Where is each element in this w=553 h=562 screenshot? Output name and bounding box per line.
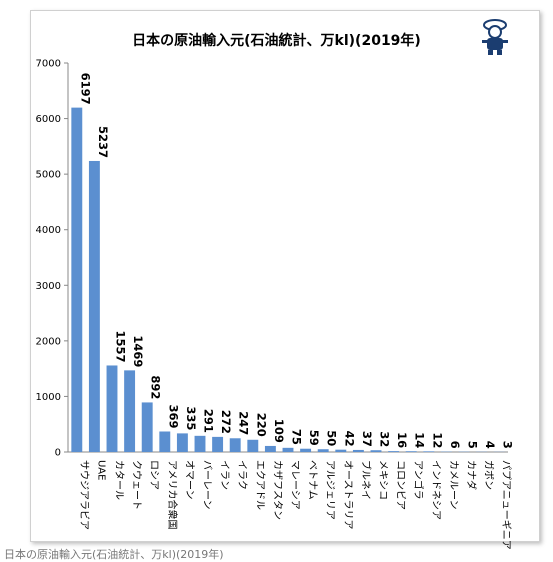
bar-value-label: 3 (501, 441, 515, 449)
bar (370, 450, 382, 452)
x-category-label: ベトナム (307, 460, 319, 500)
x-category-label: UAE (95, 460, 106, 480)
x-category-label: ガボン (483, 460, 495, 490)
bar-value-label: 291 (202, 409, 216, 433)
x-category-label: カザフスタン (271, 460, 283, 520)
bar-value-label: 32 (378, 431, 392, 447)
bar-value-label: 1557 (114, 330, 128, 362)
x-category-label: カメルーン (447, 460, 459, 510)
x-category-label: カタール (113, 460, 125, 500)
bars (71, 107, 505, 453)
bar-value-label: 5 (466, 441, 480, 449)
bar (352, 449, 364, 452)
bar (159, 431, 171, 452)
x-category-label: パプアニューギニア (500, 460, 512, 550)
y-tick-label: 5000 (36, 170, 61, 181)
bar-value-label: 4 (483, 441, 497, 449)
bar-value-label: 42 (342, 431, 356, 447)
bar-value-label: 50 (325, 430, 339, 446)
bar (141, 402, 153, 452)
bar (264, 445, 276, 452)
x-category-label: サウジアラビア (78, 460, 90, 530)
y-tick-label: 6000 (36, 114, 61, 125)
bar-value-label: 75 (290, 429, 304, 445)
x-category-label: オーストラリア (342, 460, 354, 530)
x-category-label: メキシコ (377, 460, 388, 500)
y-axis: 0 1000 2000 3000 4000 5000 6000 7000 (36, 59, 508, 459)
bar (88, 160, 100, 453)
bar-value-label: 14 (413, 432, 427, 448)
cartoon-mascot-icon (482, 19, 508, 55)
x-category-label: アンゴラ (412, 460, 425, 500)
x-category-label: エクアドル (254, 460, 266, 510)
bar (194, 435, 206, 452)
chart-frame (30, 10, 540, 542)
bar-value-label: 59 (307, 430, 321, 446)
bar (247, 439, 259, 452)
bar-value-label: 220 (254, 413, 268, 437)
bar (106, 365, 118, 452)
y-tick-label: 7000 (36, 59, 61, 70)
bar (124, 370, 136, 452)
x-category-label: マレーシア (289, 460, 300, 510)
bar-value-label: 109 (272, 419, 286, 443)
bar-value-label: 5237 (96, 126, 110, 158)
y-tick-label: 4000 (36, 225, 61, 236)
bar-value-label: 892 (149, 375, 163, 399)
x-category-label: インドネシア (430, 460, 442, 520)
y-tick-label: 3000 (36, 281, 61, 292)
bar (212, 436, 224, 452)
chart-title: 日本の原油輸入元(石油統計、万kl)(2019年) (132, 33, 421, 49)
bar (423, 451, 435, 452)
bar-value-label: 16 (395, 432, 409, 448)
x-category-label: カナダ (465, 460, 478, 490)
bar-value-label: 247 (237, 411, 251, 435)
x-category-label: ブルネイ (359, 460, 372, 500)
x-category-label: アメリカ合衆国 (166, 460, 179, 530)
bar (300, 448, 312, 452)
bar (282, 447, 294, 452)
bar-value-label: 6 (448, 441, 462, 449)
bar (229, 438, 241, 452)
bar (71, 107, 83, 453)
x-category-label: イラク (236, 460, 248, 490)
bar-value-label: 369 (166, 404, 180, 428)
bar-value-label: 1469 (131, 335, 145, 367)
x-category-label: イラン (219, 460, 231, 490)
bar-value-label: 272 (219, 410, 233, 434)
image-caption: 日本の原油輸入元(石油統計、万kl)(2019年) (4, 548, 224, 561)
bar (176, 433, 188, 452)
x-category-label: クウェート (131, 460, 143, 510)
bar (317, 449, 329, 452)
x-category-label: コロンビア (395, 460, 407, 510)
x-category-label: バーレーン (201, 460, 213, 510)
x-category-label: ロシア (148, 460, 159, 490)
y-tick-label: 2000 (36, 336, 61, 347)
y-tick-label: 1000 (36, 392, 61, 403)
y-tick-label: 0 (55, 448, 61, 459)
x-category-label: アルジェリア (324, 460, 335, 520)
bar (388, 451, 400, 452)
bar-value-label: 37 (360, 431, 374, 447)
x-category-label: オマーン (183, 460, 195, 500)
bar-value-label: 12 (430, 432, 444, 448)
bar (335, 449, 347, 452)
bar-value-label: 6197 (78, 73, 92, 105)
bar-value-label: 335 (184, 406, 198, 430)
x-axis-categories: サウジアラビア UAE カタール クウェート ロシア アメリカ合衆国 オマーン バーレーン イラ… (78, 460, 512, 550)
bar (405, 451, 417, 452)
